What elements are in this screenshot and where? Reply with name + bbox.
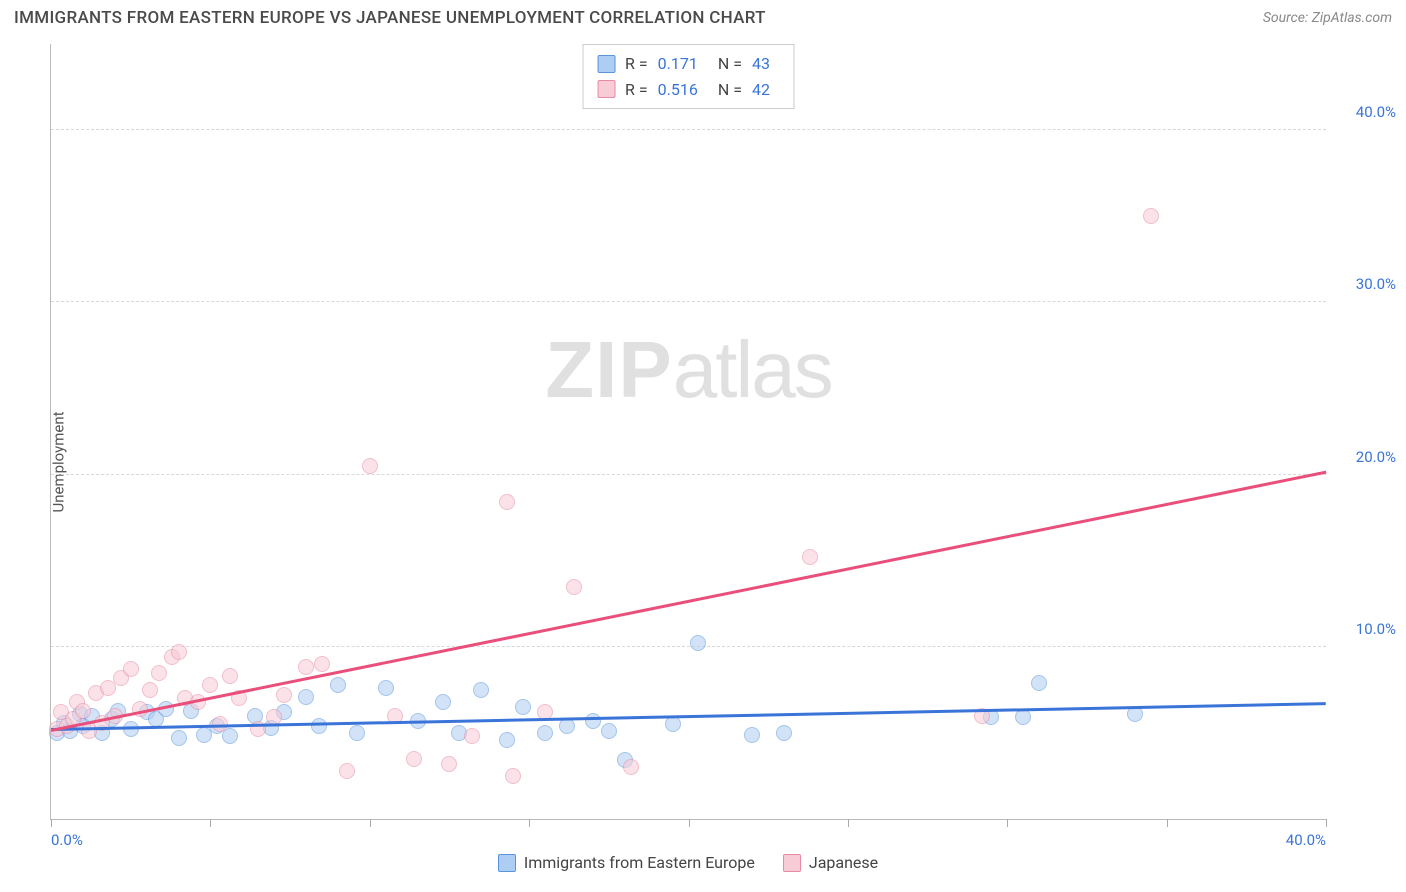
x-tick: [210, 819, 211, 827]
data-point: [406, 751, 422, 767]
data-point: [171, 644, 187, 660]
trend-line: [51, 471, 1326, 732]
x-tick: [1167, 819, 1168, 827]
data-point: [276, 687, 292, 703]
legend-swatch: [597, 80, 615, 98]
legend-n-value: 42: [752, 77, 770, 103]
data-point: [464, 728, 480, 744]
data-point: [339, 763, 355, 779]
gridline: [51, 646, 1326, 647]
data-point: [362, 458, 378, 474]
plot-area: ZIPatlas R =0.171N =43R =0.516N =42 10.0…: [50, 44, 1326, 820]
data-point: [566, 579, 582, 595]
data-point: [505, 768, 521, 784]
data-point: [499, 732, 515, 748]
data-point: [499, 494, 515, 510]
data-point: [123, 661, 139, 677]
data-point: [623, 759, 639, 775]
x-tick: [529, 819, 530, 827]
legend-item: Japanese: [783, 853, 878, 872]
legend-r-value: 0.516: [658, 77, 698, 103]
data-point: [473, 682, 489, 698]
legend-row: R = 0.516 N = 42: [597, 77, 780, 103]
data-point: [349, 725, 365, 741]
y-tick-label: 10.0%: [1336, 620, 1396, 638]
legend-n-label: N =: [718, 51, 742, 77]
data-point: [298, 689, 314, 705]
data-point: [378, 680, 394, 696]
series-legend: Immigrants from Eastern Europe Japanese: [50, 853, 1326, 872]
data-point: [298, 659, 314, 675]
data-point: [776, 725, 792, 741]
y-tick-label: 40.0%: [1336, 103, 1396, 121]
data-point: [151, 665, 167, 681]
data-point: [515, 699, 531, 715]
data-point: [559, 718, 575, 734]
data-point: [202, 677, 218, 693]
data-point: [537, 725, 553, 741]
data-point: [665, 716, 681, 732]
y-tick-label: 30.0%: [1336, 275, 1396, 293]
gridline: [51, 129, 1326, 130]
x-tick-label: 40.0%: [1286, 831, 1326, 849]
data-point: [744, 727, 760, 743]
gridline: [51, 301, 1326, 302]
data-point: [1143, 208, 1159, 224]
gridline: [51, 474, 1326, 475]
data-point: [314, 656, 330, 672]
data-point: [330, 677, 346, 693]
correlation-legend: R = 0.171 N = 43 R = 0.516 N = 42: [582, 44, 795, 109]
data-point: [441, 756, 457, 772]
x-tick: [1326, 819, 1327, 827]
y-tick-label: 20.0%: [1336, 448, 1396, 466]
x-tick-label: 0.0%: [51, 831, 83, 849]
legend-n-label: N =: [718, 77, 742, 103]
legend-swatch: [498, 854, 516, 872]
legend-swatch: [597, 55, 615, 73]
legend-r-label: R =: [625, 77, 648, 103]
x-tick: [51, 819, 52, 827]
legend-n-value: 43: [752, 51, 770, 77]
chart-title: IMMIGRANTS FROM EASTERN EUROPE VS JAPANE…: [14, 8, 766, 28]
legend-row: R = 0.171 N = 43: [597, 51, 780, 77]
legend-r-label: R =: [625, 51, 648, 77]
legend-r-value: 0.171: [658, 51, 698, 77]
legend-label: Immigrants from Eastern Europe: [524, 853, 755, 872]
legend-swatch: [783, 854, 801, 872]
data-point: [435, 694, 451, 710]
legend-item: Immigrants from Eastern Europe: [498, 853, 755, 872]
chart-container: Unemployment ZIPatlas R =0.171N =43R =0.…: [0, 34, 1406, 890]
legend-label: Japanese: [809, 853, 878, 872]
data-point: [171, 730, 187, 746]
data-point: [690, 635, 706, 651]
x-tick: [689, 819, 690, 827]
data-point: [802, 549, 818, 565]
data-point: [311, 718, 327, 734]
data-point: [1015, 709, 1031, 725]
data-point: [123, 721, 139, 737]
data-point: [222, 668, 238, 684]
x-tick: [370, 819, 371, 827]
watermark: ZIPatlas: [545, 324, 831, 416]
data-point: [1031, 675, 1047, 691]
x-tick: [848, 819, 849, 827]
data-point: [75, 703, 91, 719]
x-tick: [1007, 819, 1008, 827]
data-point: [585, 713, 601, 729]
data-point: [142, 682, 158, 698]
data-point: [601, 723, 617, 739]
source-credit: Source: ZipAtlas.com: [1263, 10, 1392, 26]
